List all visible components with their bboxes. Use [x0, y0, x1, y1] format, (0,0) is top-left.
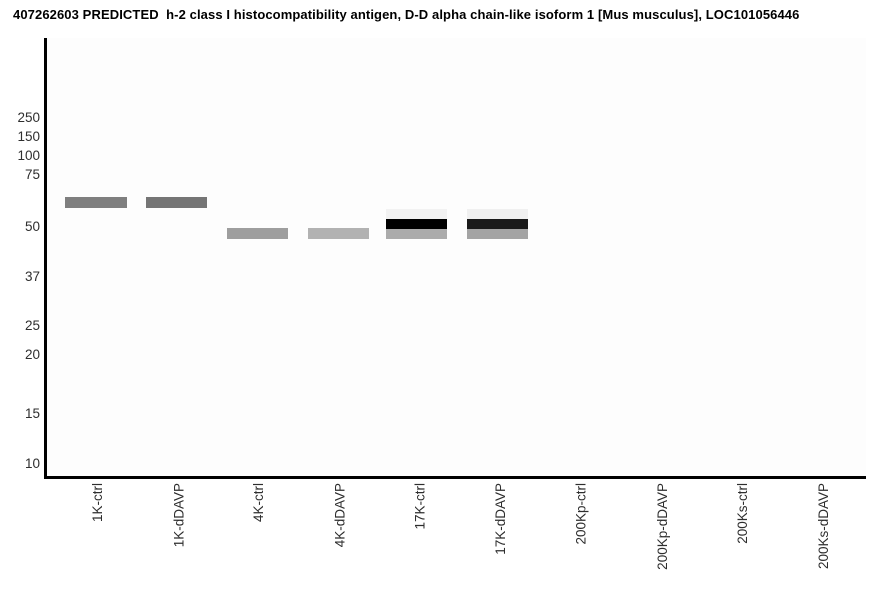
y-tick-label: 37 [24, 269, 40, 284]
x-tick-label: 1K-dDAVP [171, 483, 186, 548]
y-tick-label: 50 [24, 219, 40, 234]
y-tick-label: 15 [24, 406, 40, 421]
gel-band-segment [307, 228, 369, 239]
chart-title: 407262603 PREDICTED h-2 class I histocom… [13, 7, 800, 22]
gel-band-segment [145, 197, 207, 208]
plot-area [44, 38, 866, 479]
x-tick-label: 1K-ctrl [90, 483, 105, 523]
x-tick-label: 200Ks-ctrl [735, 483, 750, 544]
gel-band-segment [466, 229, 528, 239]
x-tick-label: 4K-dDAVP [332, 483, 347, 548]
gel-band-segment [385, 209, 447, 219]
x-tick-label: 200Kp-ctrl [574, 483, 589, 545]
y-tick-label: 25 [24, 318, 40, 333]
gel-band-segment [226, 228, 288, 239]
y-tick-label: 100 [17, 148, 40, 163]
x-tick-label: 200Kp-dDAVP [655, 483, 670, 570]
gel-band-segment [385, 219, 447, 229]
gel-band-segment [65, 197, 127, 208]
gel-band-segment [385, 229, 447, 239]
x-tick-label: 17K-dDAVP [493, 483, 508, 555]
gel-band-segment [466, 209, 528, 219]
x-tick-label: 17K-ctrl [413, 483, 428, 530]
x-tick-label: 200Ks-dDAVP [816, 483, 831, 570]
y-tick-label: 10 [24, 456, 40, 471]
y-tick-label: 250 [17, 110, 40, 125]
y-tick-label: 20 [24, 347, 40, 362]
y-tick-label: 150 [17, 129, 40, 144]
gel-band-segment [466, 219, 528, 229]
y-tick-label: 75 [24, 167, 40, 182]
x-tick-label: 4K-ctrl [251, 483, 266, 523]
